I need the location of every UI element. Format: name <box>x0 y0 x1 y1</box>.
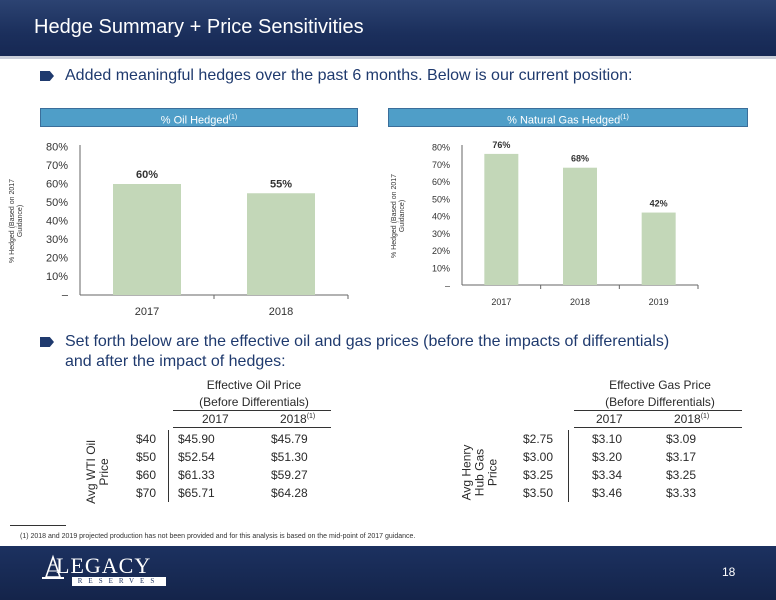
table-cell-price: $3.00 <box>523 450 554 464</box>
x-tick-label-2018: 2018 <box>570 297 590 307</box>
gas-hedged-chart: % Hedged (Based on 2017Guidance) – 10% 20% 3… <box>391 140 699 307</box>
oil-hedged-chart: % Hedged (Based on 2017Guidance) – 10% 20% 3… <box>9 142 349 318</box>
gas-chart-title: % Natural Gas Hedged(1) <box>388 108 748 127</box>
y-tick-label: 60% <box>432 177 450 187</box>
gas-table-subtitle: (Before Differentials) <box>605 395 715 409</box>
table-cell-price: $3.25 <box>523 468 554 482</box>
bullet-text-prices-line1: Set forth below are the effective oil an… <box>65 333 670 350</box>
bar-2018 <box>563 167 597 285</box>
data-label-2019: 42% <box>650 199 668 209</box>
bullet-arrow-icon <box>40 71 54 81</box>
gas-table-header-rule <box>574 410 742 411</box>
table-cell-v2017: $3.20 <box>592 450 623 464</box>
y-axis-label: % Hedged (Based on 2017Guidance) <box>391 174 406 258</box>
oil-table-divider <box>168 430 169 502</box>
y-tick-label: – <box>62 290 69 302</box>
table-cell-v2018: $59.27 <box>271 468 308 482</box>
oil-table-header-rule <box>173 410 331 411</box>
gas-table-col-rule <box>574 427 742 428</box>
page-number: 18 <box>722 565 736 579</box>
oil-derrick-logo-icon <box>42 554 64 579</box>
x-tick-label-2019: 2019 <box>649 297 669 307</box>
gas-row-label: Avg Henry Hub Gas Price <box>459 444 500 501</box>
bullet-text-hedges: Added meaningful hedges over the past 6 … <box>65 67 633 84</box>
y-tick-label: – <box>445 281 450 291</box>
y-tick-label: 70% <box>46 160 68 172</box>
table-cell-v2017: $3.34 <box>592 468 623 482</box>
table-cell-price: $60 <box>136 468 157 482</box>
table-cell-v2018: $3.17 <box>666 450 697 464</box>
x-tick-label-2017: 2017 <box>491 297 511 307</box>
y-tick-label: 10% <box>432 263 450 273</box>
table-cell-v2017: $45.90 <box>178 432 215 446</box>
gas-table-title: Effective Gas Price <box>609 378 711 392</box>
y-tick-label: 80% <box>432 143 450 153</box>
logo-subtext: RESERVES <box>72 577 166 586</box>
table-cell-v2018: $3.09 <box>666 432 697 446</box>
y-tick-label: 20% <box>432 246 450 256</box>
table-cell-v2017: $3.46 <box>592 486 623 500</box>
x-tick-label-2017: 2017 <box>135 306 159 318</box>
y-tick-label: 30% <box>46 234 68 246</box>
oil-col-2017: 2017 <box>202 412 229 426</box>
table-cell-v2018: $3.33 <box>666 486 697 500</box>
table-cell-v2017: $61.33 <box>178 468 215 482</box>
y-tick-label: 30% <box>432 229 450 239</box>
table-cell-price: $40 <box>136 432 157 446</box>
slide-title: Hedge Summary + Price Sensitivities <box>34 16 364 38</box>
logo-wordmark: LEGACY <box>56 553 152 578</box>
y-tick-label: 40% <box>432 212 450 222</box>
bar-2019 <box>641 212 676 285</box>
bar-2018 <box>247 193 315 295</box>
y-tick-label: 20% <box>46 253 68 265</box>
table-cell-v2018: $45.79 <box>271 432 308 446</box>
bullet-text-prices-line2: and after the impact of hedges: <box>65 353 286 370</box>
y-tick-label: 50% <box>46 197 68 209</box>
table-cell-v2017: $3.10 <box>592 432 623 446</box>
table-cell-v2017: $65.71 <box>178 486 215 500</box>
table-cell-v2018: $51.30 <box>271 450 308 464</box>
table-cell-v2018: $64.28 <box>271 486 308 500</box>
footnote-rule <box>10 525 66 526</box>
y-tick-label: 60% <box>46 179 68 191</box>
data-label-2018: 68% <box>571 154 589 164</box>
y-axis-label: % Hedged (Based on 2017Guidance) <box>9 179 24 263</box>
oil-chart-title: % Oil Hedged(1) <box>40 108 358 127</box>
slide-footer <box>0 546 776 600</box>
oil-col-2018: 2018(1) <box>280 412 316 426</box>
slide-header: Hedge Summary + Price Sensitivities <box>0 0 776 56</box>
footnote: (1) 2018 and 2019 projected production h… <box>20 533 416 540</box>
x-tick-label-2018: 2018 <box>269 306 293 318</box>
oil-table-title: Effective Oil Price <box>206 378 302 392</box>
table-cell-price: $2.75 <box>523 432 554 446</box>
oil-table-col-rule <box>173 427 331 428</box>
table-cell-v2017: $52.54 <box>178 450 215 464</box>
data-label-2018: 55% <box>270 178 292 190</box>
table-cell-v2018: $3.25 <box>666 468 697 482</box>
y-tick-label: 70% <box>432 160 450 170</box>
table-cell-price: $70 <box>136 486 157 500</box>
y-tick-label: 80% <box>46 142 68 154</box>
y-tick-label: 10% <box>46 271 68 283</box>
table-cell-price: $3.50 <box>523 486 554 500</box>
oil-table-subtitle: (Before Differentials) <box>199 395 309 409</box>
y-tick-label: 40% <box>46 216 68 228</box>
table-cell-price: $50 <box>136 450 157 464</box>
gas-col-2017: 2017 <box>596 412 623 426</box>
y-tick-label: 50% <box>432 194 450 204</box>
bar-2017 <box>484 153 519 285</box>
data-label-2017: 60% <box>136 169 158 181</box>
bullet-arrow-icon <box>40 337 54 347</box>
gas-col-2018: 2018(1) <box>674 412 710 426</box>
bar-2017 <box>113 184 181 295</box>
header-rule <box>0 56 776 59</box>
gas-table-divider <box>568 430 569 502</box>
data-label-2017: 76% <box>492 140 510 150</box>
oil-row-label: Avg WTI Oil Price <box>84 440 111 504</box>
